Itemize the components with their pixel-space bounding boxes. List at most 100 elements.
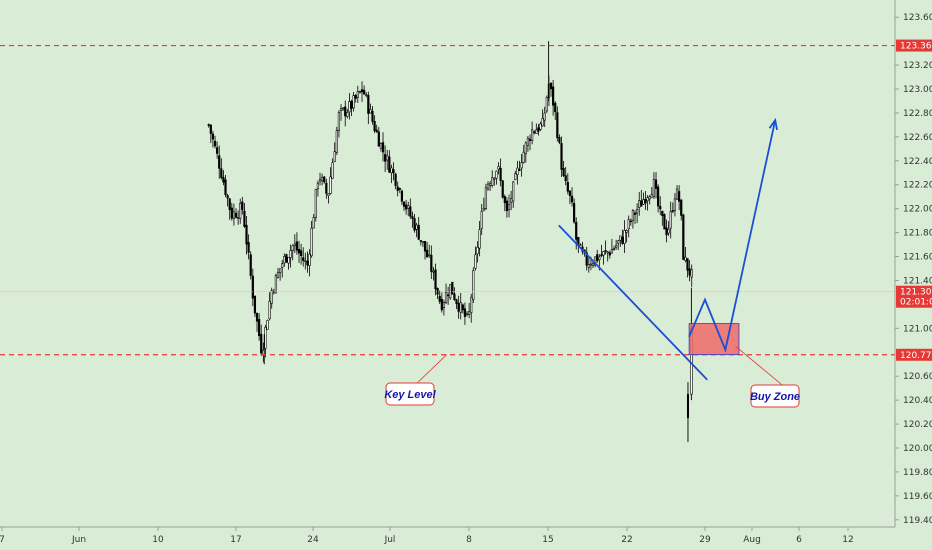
candle-body (520, 162, 523, 169)
trendline (558, 224, 708, 381)
candle-body (228, 198, 231, 211)
time-axis[interactable]: 7 Jun 10 17 24 Jul 8 15 22 29 Aug 6 12 (0, 526, 895, 545)
candle-body (510, 198, 513, 203)
candle-body (335, 130, 338, 153)
candle-body (629, 220, 632, 223)
candle-body (465, 313, 469, 315)
candle-body (419, 240, 422, 242)
candle-body (350, 100, 353, 109)
time-tick-label: Jun (71, 535, 86, 545)
candle-body (264, 326, 267, 349)
candle-body (526, 137, 530, 146)
candle-body (522, 151, 525, 163)
candle-body (675, 188, 679, 200)
candle-body (249, 254, 252, 276)
candle-body (545, 97, 548, 112)
candle-body (606, 251, 609, 254)
candle-body (533, 131, 536, 133)
candle-body (428, 254, 431, 256)
candle-body (243, 210, 246, 227)
candle-body (678, 191, 681, 202)
candle-body (535, 129, 538, 134)
candle-body (690, 269, 693, 278)
candle-body (218, 155, 221, 169)
candle-body (549, 82, 553, 90)
key-level-price-tag (896, 348, 932, 361)
candle-body (518, 169, 521, 171)
price-tick-label: 121.000 (903, 324, 932, 334)
candle-body (325, 182, 328, 194)
candle-body (512, 181, 515, 202)
price-axis[interactable]: 123.600 123.200 123.000 122.800 122.600 122.4… (894, 0, 932, 527)
candle-body (268, 300, 271, 320)
candle-body (239, 203, 242, 219)
candle-body (671, 210, 674, 212)
candle-body (396, 186, 399, 191)
candle-body (453, 293, 456, 300)
candle-body (293, 243, 296, 247)
candle-body (577, 237, 580, 245)
candle-body (297, 249, 301, 254)
candle-body (673, 198, 677, 211)
candle-body (409, 206, 412, 217)
candlestick-series (207, 41, 693, 443)
time-tick-label: 12 (842, 535, 853, 545)
candle-body (659, 206, 662, 210)
price-tick-label: 121.400 (903, 276, 932, 286)
candle-body (411, 216, 414, 219)
candle-body (213, 140, 217, 147)
price-tick-label: 120.000 (903, 444, 932, 454)
candle-body (300, 250, 303, 256)
candle-body (482, 208, 485, 211)
time-tick-label: 22 (621, 535, 632, 545)
candle-body (501, 180, 504, 198)
candle-body (665, 227, 668, 236)
candle-body (209, 124, 212, 134)
candle-body (388, 156, 391, 173)
candle-body (539, 123, 542, 130)
candle-body (457, 303, 460, 312)
candle-body (543, 112, 546, 121)
candle-body (438, 295, 441, 302)
candle-body (589, 263, 593, 266)
candle-body (558, 137, 561, 143)
candle-body (222, 177, 225, 183)
candle-body (251, 275, 254, 299)
candle-body (644, 198, 647, 204)
price-tick-label: 122.200 (903, 181, 932, 191)
candle-body (612, 248, 616, 250)
price-tick-label: 120.400 (903, 396, 932, 406)
price-tick-label: 121.600 (903, 253, 932, 263)
candle-body (426, 249, 429, 258)
candle-body (306, 260, 309, 266)
price-tick-label: 123.000 (903, 85, 932, 95)
candle-body (495, 170, 498, 179)
candle-body (472, 270, 475, 300)
candle-body (470, 296, 473, 314)
candle-body (461, 304, 464, 311)
candle-body (468, 311, 471, 315)
time-tick-label: 17 (230, 535, 241, 545)
price-tick-label: 123.600 (903, 13, 932, 23)
candle-body (537, 127, 540, 132)
key-level-price-tag-label: 120.779 (900, 351, 932, 361)
candle-body (594, 256, 597, 266)
candle-body (226, 195, 229, 199)
time-tick-label: 6 (796, 535, 802, 545)
candle-body (615, 245, 618, 249)
candle-body (598, 256, 601, 261)
price-tick-label: 119.800 (903, 468, 932, 478)
candle-body (224, 179, 227, 195)
candle-body (627, 219, 630, 230)
candle-body (631, 210, 635, 221)
candle-body (476, 246, 479, 255)
candle-body (554, 102, 557, 113)
price-tick-label: 120.200 (903, 420, 932, 430)
candle-body (314, 188, 317, 218)
price-tick-label: 119.400 (903, 516, 932, 526)
time-tick-label: Aug (743, 535, 761, 545)
candle-body (371, 110, 374, 122)
candle-body (232, 211, 236, 219)
